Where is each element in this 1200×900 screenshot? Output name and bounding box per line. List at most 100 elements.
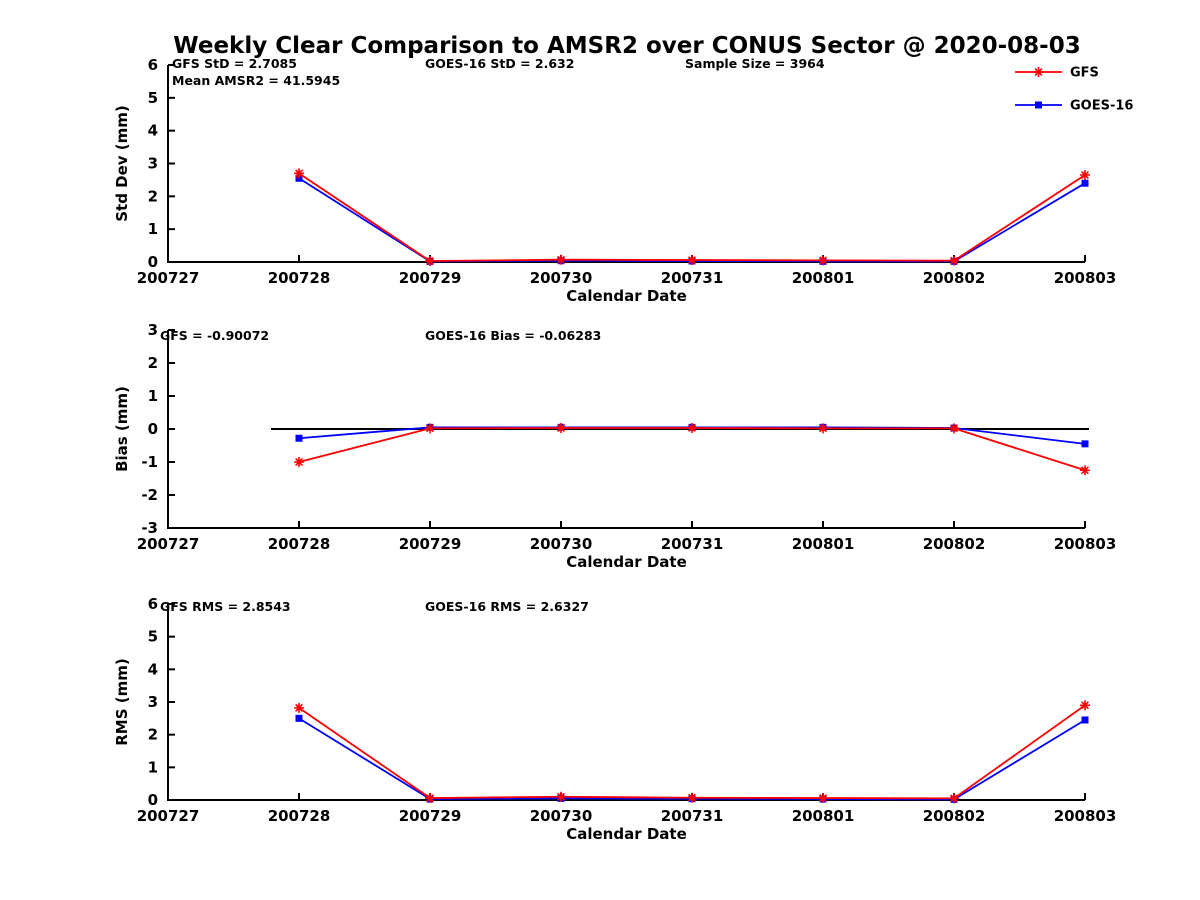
asterisk-marker-icon [294,457,304,467]
annotation: GOES-16 RMS = 2.6327 [425,599,589,614]
asterisk-marker-icon [425,256,435,267]
y-tick-label: 0 [148,791,158,809]
asterisk-marker-icon [556,791,566,802]
asterisk-marker-icon [949,423,959,434]
y-tick-label: 4 [148,660,158,678]
series-gfs [294,423,1090,476]
asterisk-marker-icon [949,793,959,804]
y-tick-label: 4 [148,122,158,140]
series-gfs [294,700,1090,804]
asterisk-marker-icon [949,255,959,266]
x-tick-label: 200801 [792,535,855,553]
asterisk-marker-icon [818,423,828,434]
annotation: GFS RMS = 2.8543 [160,599,291,614]
asterisk-marker-icon [818,255,828,266]
asterisk-marker-icon [425,793,435,804]
legend-label: GOES-16 [1070,99,1133,114]
y-tick-label: 3 [148,693,158,711]
y-tick-label: 2 [148,354,158,372]
x-tick-label: 200802 [923,807,986,825]
x-axis-title: Calendar Date [566,553,687,571]
square-marker-icon [295,434,303,442]
asterisk-marker-icon [425,423,435,434]
series-line [298,177,1086,263]
axis-lines [167,65,1085,263]
annotation: GFS StD = 2.7085 [172,56,297,71]
series-line [298,717,1086,801]
chart-title: Weekly Clear Comparison to AMSR2 over CO… [173,33,1081,59]
legend-entry-gfs: GFS [1015,66,1099,81]
x-tick-label: 200730 [530,807,593,825]
square-marker-icon [1081,716,1089,724]
x-tick-label: 200727 [137,269,200,287]
asterisk-marker-icon [687,423,697,434]
x-tick-label: 200731 [661,269,724,287]
asterisk-marker-icon [1033,67,1044,77]
y-axis-title: Std Dev (mm) [113,105,131,222]
y-tick-label: 6 [148,595,158,613]
x-tick-label: 200729 [399,807,462,825]
y-tick-label: -1 [141,453,158,471]
annotation: Mean AMSR2 = 41.5945 [172,73,340,88]
annotation: GOES-16 Bias = -0.06283 [425,328,601,343]
x-tick-label: 200728 [268,535,331,553]
y-tick-label: 3 [148,155,158,173]
x-tick-label: 200801 [792,269,855,287]
x-tick-label: 200731 [661,807,724,825]
axis-lines [167,604,1085,801]
panel-stddev: 0 1 2 3 4 5 6 200727 200728 200729 200730 200731 200… [113,56,1116,305]
series-goes-16 [295,714,1089,803]
square-marker-icon [1081,440,1089,448]
x-tick-label: 200803 [1054,535,1117,553]
series-line [298,704,1086,800]
panel-rms: 0 1 2 3 4 5 6 200727 200728 200729 200730 200731 200… [113,595,1116,843]
y-axis-title: Bias (mm) [113,386,131,472]
legend: GFS GOES-16 [1015,66,1133,114]
asterisk-marker-icon [556,423,566,434]
legend-label: GFS [1070,66,1099,81]
y-tick-label: 6 [148,56,158,74]
series-line [298,427,1086,472]
y-tick-label: 0 [148,420,158,438]
x-tick-label: 200802 [923,535,986,553]
y-tick-label: 3 [148,321,158,339]
y-tick-label: -2 [141,486,158,504]
x-tick-label: 200801 [792,807,855,825]
asterisk-marker-icon [294,702,304,713]
x-tick-label: 200729 [399,535,462,553]
series-line [298,172,1086,262]
asterisk-marker-icon [687,255,697,266]
asterisk-marker-icon [1080,700,1090,711]
asterisk-marker-icon [1080,169,1090,180]
y-tick-label: 2 [148,187,158,205]
annotation: Sample Size = 3964 [685,56,825,71]
y-axis-title: RMS (mm) [113,658,131,745]
annotation: GFS = -0.90072 [160,328,269,343]
y-tick-label: -3 [141,519,158,537]
legend-entry-goes-16: GOES-16 [1015,99,1133,114]
x-tick-label: 200727 [137,535,200,553]
y-tick-label: 5 [148,628,158,646]
x-tick-label: 200728 [268,269,331,287]
square-marker-icon [295,714,303,722]
asterisk-marker-icon [818,793,828,804]
x-tick-label: 200731 [661,535,724,553]
asterisk-marker-icon [294,168,304,179]
x-tick-label: 200728 [268,807,331,825]
square-marker-icon [1081,179,1089,187]
y-tick-label: 1 [148,758,158,776]
y-tick-label: 1 [148,220,158,238]
x-tick-label: 200730 [530,535,593,553]
x-tick-label: 200729 [399,269,462,287]
y-tick-label: 0 [148,253,158,271]
x-axis-title: Calendar Date [566,825,687,843]
asterisk-marker-icon [687,792,697,803]
x-tick-label: 200727 [137,807,200,825]
y-tick-label: 2 [148,726,158,744]
annotation: GOES-16 StD = 2.632 [425,56,574,71]
x-tick-label: 200803 [1054,269,1117,287]
x-tick-label: 200730 [530,269,593,287]
y-tick-label: 1 [148,387,158,405]
